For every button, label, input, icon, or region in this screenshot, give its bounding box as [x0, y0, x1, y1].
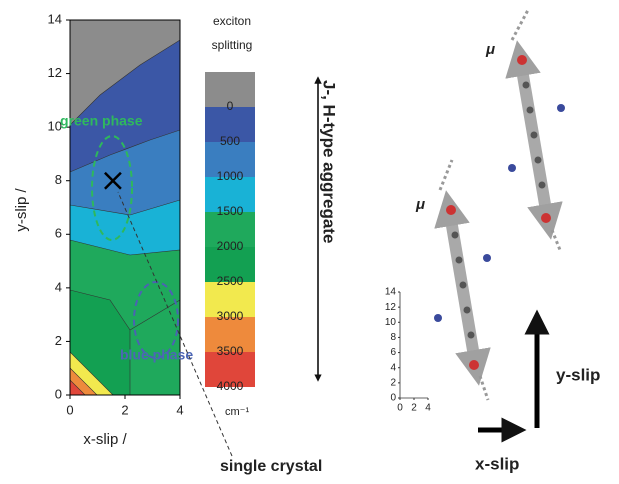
colorbar-title: splitting	[212, 38, 253, 52]
mu-label: μ	[415, 196, 425, 213]
inset-x-tick-label: 0	[397, 403, 403, 414]
inset-axes	[399, 292, 428, 399]
y-tick-label: 0	[55, 386, 62, 401]
colorbar-band	[205, 142, 255, 177]
y-tick-label: 12	[48, 65, 62, 80]
colorbar-label: 1000	[217, 169, 244, 183]
inset-y-tick-label: 8	[390, 332, 396, 343]
inset-y-tick-label: 4	[390, 362, 396, 373]
colorbar-unit: cm⁻¹	[225, 406, 249, 418]
colorbar-label: 0	[227, 99, 234, 113]
x-slip-label: x-slip	[475, 454, 519, 473]
x-tick-label: 2	[121, 402, 128, 417]
blue-phase-label: blue phase	[120, 347, 193, 363]
y-tick-label: 2	[55, 333, 62, 348]
inset-y-tick-label: 2	[390, 377, 396, 388]
green-phase-region	[91, 135, 133, 241]
molecule-bottom	[434, 159, 491, 401]
colorbar-label: 4000	[217, 379, 244, 393]
crystal-pointer	[117, 191, 233, 457]
contour-line	[129, 299, 181, 331]
colorbar-band	[205, 177, 255, 212]
aggregate-label: J-, H-type aggregate	[320, 80, 339, 243]
colorbar-label: 2500	[217, 274, 244, 288]
colorbar-band	[205, 282, 255, 317]
y-axis-label: y-slip /	[13, 188, 30, 232]
colorbar-label: 3000	[217, 309, 244, 323]
inset-y-tick-label: 14	[385, 287, 397, 298]
y-tick-label: 6	[55, 226, 62, 241]
colorbar-label: 3500	[217, 344, 244, 358]
inset-y-tick-label: 10	[385, 317, 397, 328]
inset-y-tick-label: 6	[390, 347, 396, 358]
y-slip-label: y-slip	[556, 365, 600, 384]
colorbar-band	[205, 247, 255, 282]
colorbar-band	[205, 212, 255, 247]
molecule-top	[505, 9, 565, 251]
colorbar-label: 500	[220, 134, 240, 148]
y-tick-label: 8	[55, 172, 62, 187]
inset-y-tick-label: 0	[390, 393, 396, 404]
blue-phase-region	[133, 281, 179, 359]
colorbar-band	[205, 352, 255, 387]
x-axis-label: x-slip /	[83, 431, 127, 448]
crystal-marker	[104, 171, 122, 190]
inset-x-tick-label: 2	[411, 403, 417, 414]
mu-label: μ	[485, 41, 495, 58]
green-phase-label: green phase	[60, 113, 143, 129]
y-tick-label: 14	[48, 11, 62, 26]
inset-y-tick-label: 12	[385, 302, 397, 313]
single-crystal-label: single crystal	[220, 458, 322, 475]
x-tick-label: 0	[66, 402, 73, 417]
inset-x-tick-label: 4	[425, 403, 431, 414]
colorbar-band	[205, 317, 255, 352]
colorbar-band	[205, 72, 255, 107]
x-tick-label: 4	[176, 402, 183, 417]
colorbar-label: 1500	[217, 204, 244, 218]
y-tick-label: 4	[55, 279, 62, 294]
y-tick-label: 10	[48, 119, 62, 134]
colorbar-title: exciton	[213, 14, 251, 28]
colorbar-band	[205, 107, 255, 142]
colorbar-label: 2000	[217, 239, 244, 253]
